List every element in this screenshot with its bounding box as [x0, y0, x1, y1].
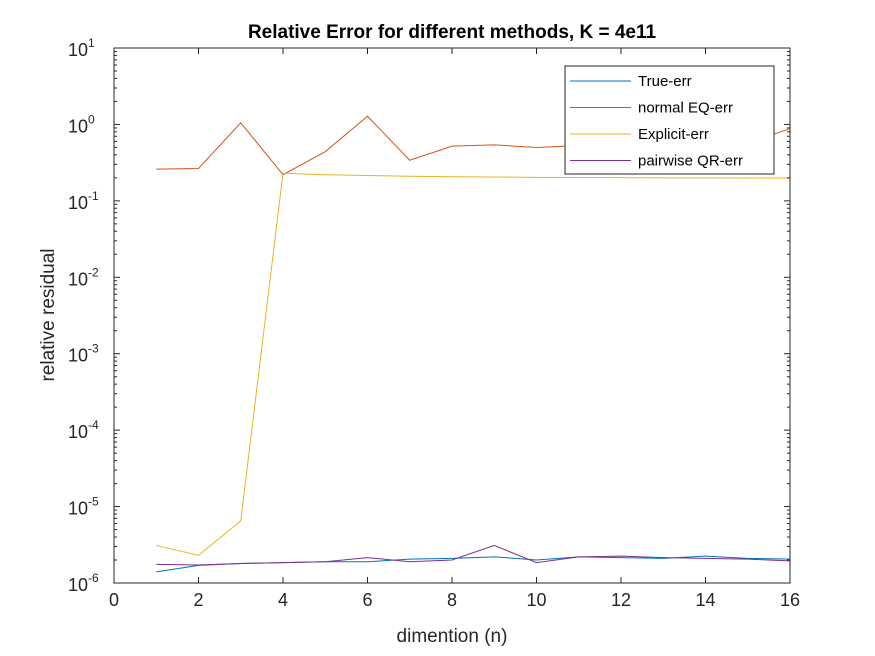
- x-tick-label: 12: [611, 590, 631, 610]
- legend: True-err normal EQ-err Explicit-err pairwis…: [564, 65, 775, 175]
- series-line-3: [156, 172, 791, 556]
- y-tick-label-exponent: -2: [88, 265, 99, 279]
- x-tick-label: 10: [526, 590, 546, 610]
- y-tick-label-base: 10: [68, 422, 88, 442]
- y-tick-label: 10-5: [68, 495, 99, 519]
- x-tick-label: 6: [362, 590, 372, 610]
- x-tick-label: 16: [780, 590, 800, 610]
- legend-box: [564, 65, 775, 175]
- chart-title: Relative Error for different methods, K …: [248, 22, 657, 43]
- x-tick-label: 0: [109, 590, 119, 610]
- y-tick-label-exponent: 0: [88, 112, 95, 126]
- y-tick-label: 10-1: [68, 189, 99, 213]
- x-tick-label: 4: [278, 590, 288, 610]
- legend-entry-label: True-err: [638, 73, 692, 90]
- y-tick-label: 101: [68, 36, 95, 60]
- y-tick-label-exponent: -5: [88, 495, 99, 509]
- x-tick-label: 14: [695, 590, 715, 610]
- y-tick-label-base: 10: [68, 193, 88, 213]
- y-tick-label-base: 10: [68, 499, 88, 519]
- y-tick-label: 10-4: [68, 418, 99, 442]
- y-tick-label: 100: [68, 112, 95, 136]
- y-tick-label-exponent: 1: [88, 36, 95, 50]
- y-tick-label-base: 10: [68, 575, 88, 595]
- y-tick-label-base: 10: [68, 40, 88, 60]
- y-tick-label: 10-6: [68, 571, 99, 595]
- legend-entry-label: pairwise QR-err: [638, 153, 743, 170]
- x-tick-label: 2: [193, 590, 203, 610]
- y-tick-label-base: 10: [68, 346, 88, 366]
- series-line-4: [156, 544, 791, 566]
- y-tick-label: 10-3: [68, 342, 99, 366]
- y-tick-label-exponent: -3: [88, 342, 99, 356]
- y-tick-label-base: 10: [68, 269, 88, 289]
- x-axis-label: dimention (n): [397, 626, 508, 647]
- y-tick-label-exponent: -4: [88, 418, 99, 432]
- y-tick-label: 10-2: [68, 265, 99, 289]
- x-tick-label: 8: [447, 590, 457, 610]
- y-axis-label: relative residual: [38, 248, 59, 381]
- y-tick-label-exponent: -1: [88, 189, 99, 203]
- y-tick-label-base: 10: [68, 116, 88, 136]
- x-axis-ticks: 0 2 4 6 8 10 12 14 16: [109, 48, 800, 610]
- y-tick-label-exponent: -6: [88, 571, 99, 585]
- legend-entry-label: Explicit-err: [638, 126, 709, 143]
- legend-entry-label: normal EQ-err: [638, 100, 733, 117]
